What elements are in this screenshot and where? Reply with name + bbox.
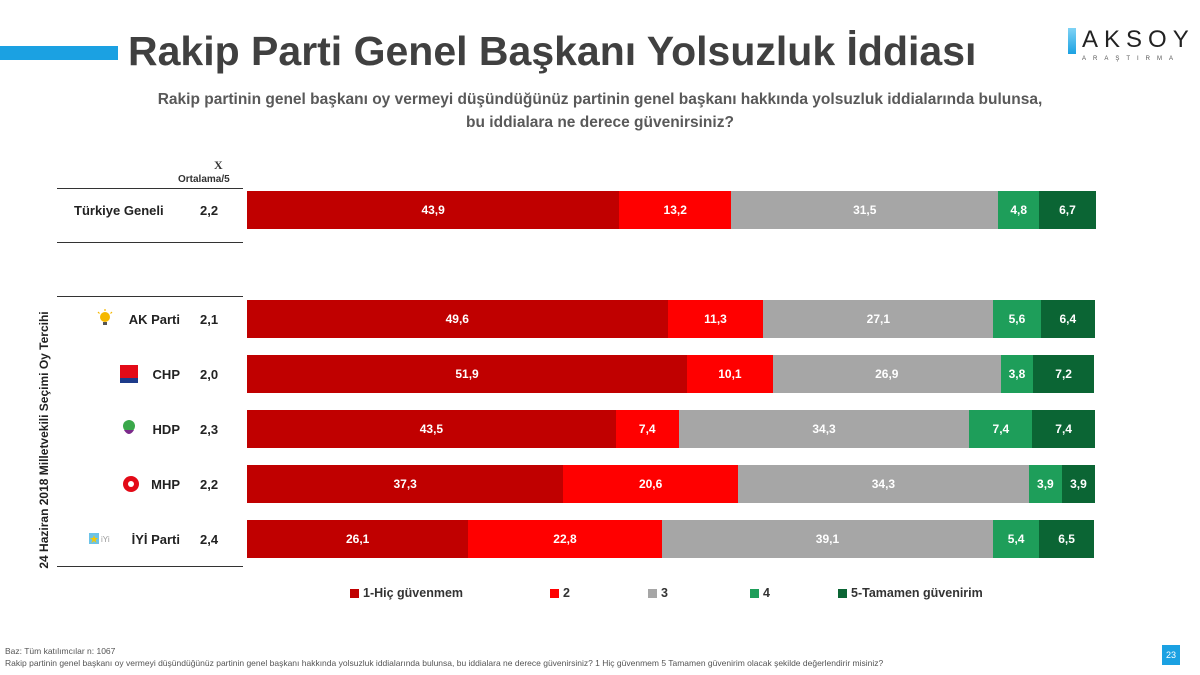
legend-label: 3 bbox=[661, 586, 668, 600]
accent-bar bbox=[0, 46, 118, 60]
bar-segment: 5,4 bbox=[993, 520, 1040, 558]
bar-segment: 11,3 bbox=[667, 300, 764, 338]
bar-segment: 3,8 bbox=[1000, 355, 1034, 393]
legend-item: 2 bbox=[550, 586, 570, 600]
legend-swatch bbox=[648, 588, 657, 598]
legend-swatch bbox=[550, 588, 559, 598]
bar-segment: 6,7 bbox=[1039, 191, 1096, 229]
row-mean: 2,2 bbox=[200, 477, 219, 492]
legend-swatch bbox=[350, 588, 359, 598]
bar-segment: 6,5 bbox=[1039, 520, 1095, 558]
bar-segment: 10,1 bbox=[687, 355, 773, 393]
legend-label: 1-Hiç güvenmem bbox=[363, 586, 464, 600]
row-label: AK Parti bbox=[128, 312, 180, 327]
bar-segment: 5,6 bbox=[993, 300, 1041, 338]
legend-item: 4 bbox=[750, 586, 770, 600]
bar-segment: 34,3 bbox=[737, 465, 1029, 503]
party-logo-icon: iYi bbox=[88, 529, 110, 549]
bar-segment: 26,1 bbox=[247, 520, 469, 558]
page-number: 23 bbox=[1162, 645, 1180, 665]
bar-segment: 7,4 bbox=[1032, 410, 1095, 448]
party-logo-icon bbox=[118, 419, 140, 439]
subtitle: Rakip partinin genel başkanı oy vermeyi … bbox=[0, 88, 1200, 134]
legend-swatch bbox=[750, 588, 759, 598]
footer-base: Baz: Tüm katılımcılar n: 1067 bbox=[5, 646, 116, 656]
row-mean: 2,4 bbox=[200, 532, 219, 547]
party-logo-icon bbox=[118, 364, 140, 384]
party-logo-icon bbox=[94, 309, 116, 329]
mean-header: Ortalama/5 bbox=[178, 174, 230, 185]
bar-segment: 22,8 bbox=[468, 520, 662, 558]
page-title: Rakip Parti Genel Başkanı Yolsuzluk İddi… bbox=[128, 28, 977, 74]
svg-text:iYi: iYi bbox=[101, 535, 110, 544]
legend-item: 1-Hiç güvenmem bbox=[350, 586, 463, 600]
group-label: 24 Haziran 2018 Milletvekili Seçimi Oy T… bbox=[37, 311, 51, 569]
bar-segment: 3,9 bbox=[1028, 465, 1062, 503]
row-label: MHP bbox=[151, 477, 180, 492]
bar-segment: 39,1 bbox=[661, 520, 994, 558]
bar-segment: 13,2 bbox=[619, 191, 732, 229]
bar-segment: 4,8 bbox=[998, 191, 1040, 229]
bar-segment: 43,5 bbox=[247, 410, 616, 448]
subtitle-line-1: Rakip partinin genel başkanı oy vermeyi … bbox=[157, 91, 1043, 108]
bar-segment: 37,3 bbox=[247, 465, 564, 503]
divider bbox=[57, 566, 243, 567]
bar-segment: 20,6 bbox=[563, 465, 738, 503]
row-mean: 2,3 bbox=[200, 422, 219, 437]
footer-question: Rakip partinin genel başkanı oy vermeyi … bbox=[5, 658, 884, 668]
bar-segment: 7,4 bbox=[615, 410, 679, 448]
row-mean: 2,0 bbox=[200, 367, 219, 382]
bar-segment: 26,9 bbox=[772, 355, 1001, 393]
legend-item: 5-Tamamen güvenirim bbox=[838, 586, 983, 600]
legend-label: 4 bbox=[763, 586, 770, 600]
bar-segment: 34,3 bbox=[678, 410, 970, 448]
legend-item: 3 bbox=[648, 586, 668, 600]
legend-swatch bbox=[838, 588, 847, 598]
row-label: İYİ Parti bbox=[131, 532, 180, 547]
divider bbox=[57, 296, 243, 297]
bar-segment: 7,2 bbox=[1033, 355, 1095, 393]
bar-segment: 3,9 bbox=[1061, 465, 1095, 503]
bar-segment: 43,9 bbox=[247, 191, 620, 229]
row-label: Türkiye Geneli bbox=[74, 203, 164, 218]
divider bbox=[57, 188, 243, 189]
bar-segment: 31,5 bbox=[731, 191, 999, 229]
row-mean: 2,1 bbox=[200, 312, 219, 327]
divider bbox=[57, 242, 243, 243]
bar-segment: 49,6 bbox=[247, 300, 668, 338]
mean-symbol: X bbox=[214, 158, 223, 172]
legend-label: 5-Tamamen güvenirim bbox=[851, 586, 983, 600]
bar-segment: 7,4 bbox=[969, 410, 1033, 448]
bar-segment: 51,9 bbox=[247, 355, 688, 393]
party-logo-icon bbox=[120, 474, 142, 494]
aksoy-logo: AKSOY ARAŞTIRMA bbox=[1068, 26, 1189, 66]
subtitle-line-2: bu iddialara ne derece güvenirsiniz? bbox=[466, 114, 734, 131]
row-label: CHP bbox=[152, 367, 180, 382]
bar-segment: 6,4 bbox=[1040, 300, 1095, 338]
row-label: HDP bbox=[152, 422, 180, 437]
row-mean: 2,2 bbox=[200, 203, 219, 218]
bar-segment: 27,1 bbox=[763, 300, 994, 338]
legend-label: 2 bbox=[563, 586, 570, 600]
